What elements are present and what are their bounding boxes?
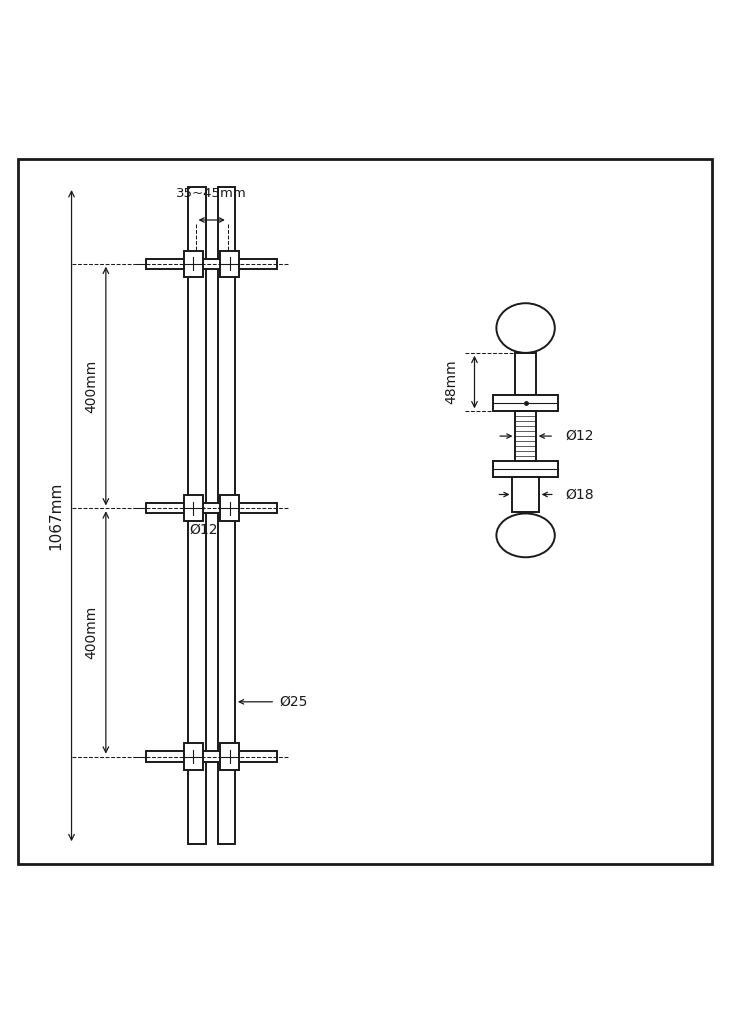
Bar — [493, 461, 558, 477]
Ellipse shape — [496, 513, 555, 557]
Bar — [493, 395, 558, 412]
Bar — [515, 353, 536, 395]
Bar — [220, 496, 239, 521]
Bar — [146, 752, 277, 762]
Bar — [218, 187, 235, 844]
Text: Ø25: Ø25 — [279, 695, 307, 709]
Ellipse shape — [496, 303, 555, 353]
Bar — [184, 743, 203, 770]
Bar — [184, 496, 203, 521]
Text: Ø12: Ø12 — [190, 523, 218, 537]
Text: 1067mm: 1067mm — [48, 481, 63, 550]
Bar — [184, 251, 203, 276]
Bar — [220, 743, 239, 770]
Text: 400mm: 400mm — [84, 359, 99, 413]
Bar — [515, 412, 536, 461]
Bar — [220, 251, 239, 276]
Bar — [188, 187, 206, 844]
Bar — [146, 259, 277, 269]
Text: 35~45mm: 35~45mm — [177, 186, 247, 200]
Bar — [512, 477, 539, 512]
Text: Ø18: Ø18 — [566, 487, 594, 502]
Text: 400mm: 400mm — [84, 606, 99, 659]
Text: Ø12: Ø12 — [566, 429, 594, 443]
Text: 48mm: 48mm — [445, 359, 458, 404]
Bar — [146, 503, 277, 513]
